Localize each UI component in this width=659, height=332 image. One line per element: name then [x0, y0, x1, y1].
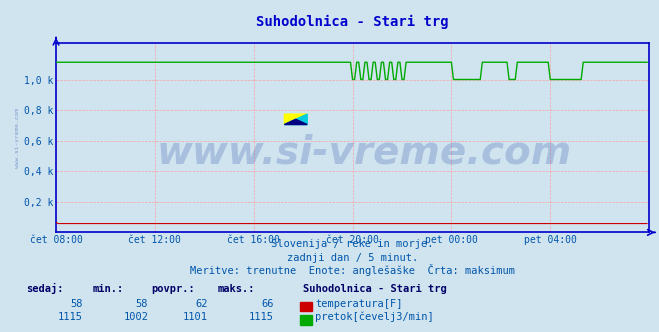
- Text: pretok[čevelj3/min]: pretok[čevelj3/min]: [315, 312, 434, 322]
- Text: 58: 58: [136, 299, 148, 309]
- Text: Meritve: trenutne  Enote: anglešaške  Črta: maksimum: Meritve: trenutne Enote: anglešaške Črta…: [190, 264, 515, 276]
- Polygon shape: [285, 114, 307, 124]
- Text: 1115: 1115: [57, 312, 82, 322]
- Text: sedaj:: sedaj:: [26, 283, 64, 294]
- Text: povpr.:: povpr.:: [152, 284, 195, 294]
- Text: temperatura[F]: temperatura[F]: [315, 299, 403, 309]
- Text: zadnji dan / 5 minut.: zadnji dan / 5 minut.: [287, 253, 418, 263]
- Text: 1101: 1101: [183, 312, 208, 322]
- Text: 1115: 1115: [248, 312, 273, 322]
- Text: maks.:: maks.:: [217, 284, 255, 294]
- Polygon shape: [285, 119, 307, 124]
- Text: 66: 66: [261, 299, 273, 309]
- Polygon shape: [285, 114, 307, 124]
- Text: www.si-vreme.com: www.si-vreme.com: [15, 108, 20, 168]
- Text: min.:: min.:: [92, 284, 123, 294]
- Text: 1002: 1002: [123, 312, 148, 322]
- Text: www.si-vreme.com: www.si-vreme.com: [157, 134, 572, 172]
- Text: Suhodolnica - Stari trg: Suhodolnica - Stari trg: [303, 284, 447, 294]
- Text: 58: 58: [70, 299, 82, 309]
- Text: Slovenija / reke in morje.: Slovenija / reke in morje.: [272, 239, 434, 249]
- Text: 62: 62: [195, 299, 208, 309]
- Text: Suhodolnica - Stari trg: Suhodolnica - Stari trg: [256, 15, 449, 29]
